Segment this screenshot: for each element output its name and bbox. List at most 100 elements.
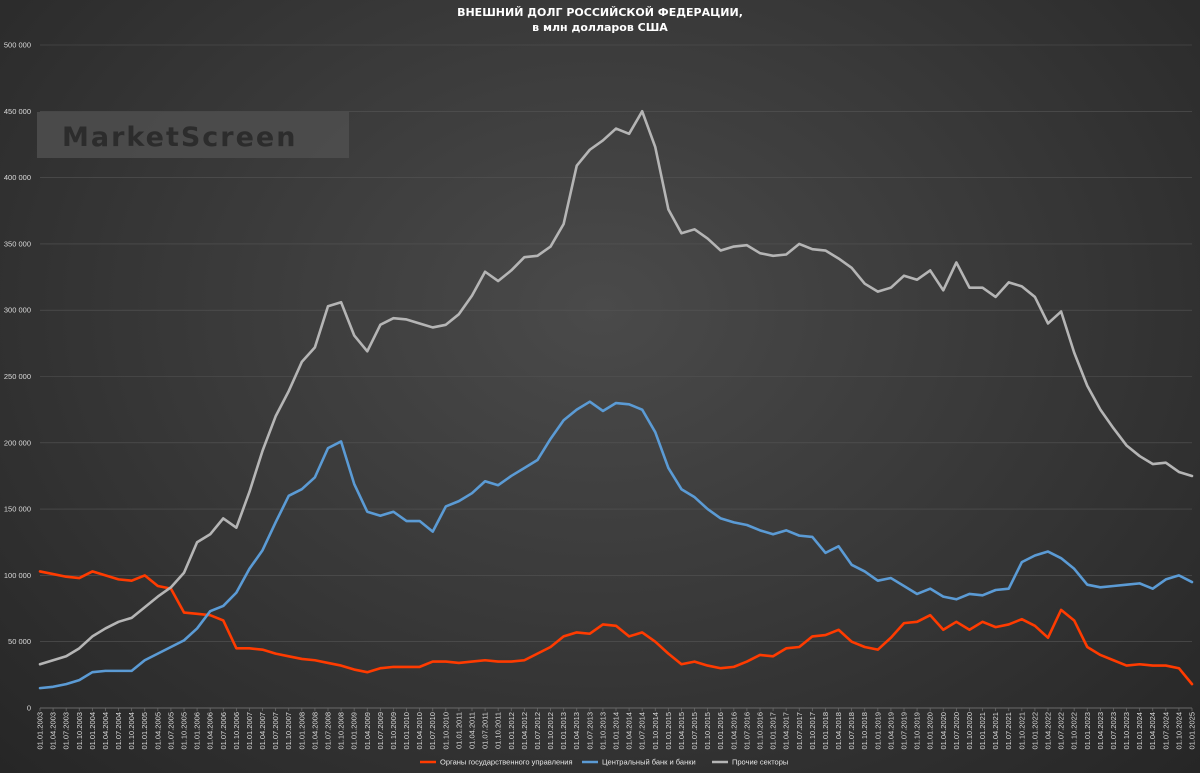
x-tick-label: 01.04.2020 — [939, 712, 948, 750]
x-tick-label: 01.04.2011 — [468, 712, 477, 749]
x-tick-label: 01.07.2012 — [533, 712, 542, 750]
x-tick-label: 01.04.2014 — [625, 712, 634, 750]
x-tick-label: 01.04.2003 — [49, 712, 58, 750]
x-tick-label: 01.01.2018 — [821, 712, 830, 750]
x-tick-label: 01.07.2016 — [742, 712, 751, 750]
x-tick-label: 01.07.2018 — [847, 712, 856, 750]
y-tick-label: 400 000 — [4, 173, 31, 182]
x-tick-label: 01.10.2007 — [284, 712, 293, 750]
x-tick-label: 01.10.2024 — [1174, 712, 1183, 750]
x-tick-label: 01.07.2014 — [638, 712, 647, 750]
x-tick-label: 01.01.2025 — [1188, 712, 1197, 750]
x-tick-label: 01.01.2010 — [402, 712, 411, 750]
x-tick-label: 01.10.2004 — [127, 712, 136, 750]
y-tick-label: 250 000 — [4, 372, 31, 381]
x-tick-label: 01.04.2018 — [834, 712, 843, 750]
y-tick-label: 0 — [27, 704, 31, 713]
y-tick-label: 350 000 — [4, 239, 31, 248]
x-tick-label: 01.10.2006 — [232, 712, 241, 750]
y-tick-label: 300 000 — [4, 306, 31, 315]
x-tick-label: 01.01.2020 — [926, 712, 935, 750]
x-tick-label: 01.04.2019 — [886, 712, 895, 750]
x-tick-label: 01.10.2010 — [441, 712, 450, 750]
x-tick-label: 01.01.2011 — [454, 712, 463, 749]
x-tick-label: 01.01.2016 — [716, 712, 725, 750]
x-tick-label: 01.07.2022 — [1057, 712, 1066, 750]
x-tick-label: 01.10.2018 — [860, 712, 869, 750]
x-tick-label: 01.10.2020 — [965, 712, 974, 750]
x-tick-label: 01.10.2015 — [703, 712, 712, 750]
x-tick-label: 01.04.2022 — [1044, 712, 1053, 750]
y-axis-ticks: 0 50 000 100 000 150 000 200 000 250 000 300 0… — [4, 41, 31, 713]
x-tick-label: 01.10.2023 — [1122, 712, 1131, 750]
x-tick-label: 01.10.2011 — [494, 712, 503, 749]
x-tick-label: 01.07.2007 — [271, 712, 280, 750]
x-tick-label: 01.10.2019 — [913, 712, 922, 750]
x-tick-label: 01.07.2020 — [952, 712, 961, 750]
x-tick-label: 01.07.2003 — [62, 712, 71, 750]
x-tick-label: 01.01.2006 — [193, 712, 202, 750]
x-tick-label: 01.07.2015 — [690, 712, 699, 750]
y-tick-label: 200 000 — [4, 438, 31, 447]
x-tick-label: 01.07.2004 — [114, 712, 123, 750]
watermark: MarketScreen — [37, 112, 349, 158]
x-tick-label: 01.10.2005 — [180, 712, 189, 750]
x-tick-label: 01.07.2006 — [219, 712, 228, 750]
x-tick-label: 01.07.2013 — [585, 712, 594, 750]
legend-entry-label: Органы государственного управления — [440, 758, 573, 767]
legend-entry-label: Центральный банк и банки — [602, 758, 696, 767]
y-tick-label: 500 000 — [4, 41, 31, 50]
x-tick-label: 01.07.2010 — [428, 712, 437, 750]
series-line-3 — [38, 110, 1194, 666]
x-tick-label: 01.04.2007 — [258, 712, 267, 750]
series-lines — [38, 110, 1194, 690]
x-tick-label: 01.10.2021 — [1017, 712, 1026, 750]
x-tick-label: 01.07.2009 — [376, 712, 385, 750]
chart-title: ВНЕШНИЙ ДОЛГ РОССИЙСКОЙ ФЕДЕРАЦИИ, — [457, 6, 743, 19]
x-tick-label: 01.07.2008 — [324, 712, 333, 750]
x-axis-ticks: 01.01.2003 01.04.2003 01.07.2003 01.10.2003… — [36, 708, 1197, 750]
x-tick-label: 01.01.2007 — [245, 712, 254, 750]
x-tick-label: 01.01.2021 — [978, 712, 987, 750]
x-tick-label: 01.01.2013 — [559, 712, 568, 750]
x-tick-label: 01.07.2019 — [900, 712, 909, 750]
series-line-2 — [38, 400, 1194, 690]
x-tick-label: 01.01.2023 — [1083, 712, 1092, 750]
x-tick-label: 01.07.2023 — [1109, 712, 1118, 750]
x-tick-label: 01.04.2010 — [415, 712, 424, 750]
x-tick-label: 01.04.2017 — [782, 712, 791, 750]
x-tick-label: 01.07.2024 — [1161, 712, 1170, 750]
y-tick-label: 100 000 — [4, 571, 31, 580]
x-tick-label: 01.07.2005 — [166, 712, 175, 750]
x-tick-label: 01.10.2009 — [389, 712, 398, 750]
y-tick-label: 450 000 — [4, 107, 31, 116]
x-tick-label: 01.07.2011 — [481, 712, 490, 749]
x-tick-label: 01.01.2017 — [769, 712, 778, 750]
x-tick-label: 01.10.2012 — [546, 712, 555, 750]
x-tick-label: 01.10.2017 — [808, 712, 817, 750]
x-tick-label: 01.10.2003 — [75, 712, 84, 750]
x-tick-label: 01.01.2003 — [36, 712, 45, 750]
x-tick-label: 01.04.2013 — [572, 712, 581, 750]
x-tick-label: 01.10.2013 — [598, 712, 607, 750]
x-tick-label: 01.04.2023 — [1096, 712, 1105, 750]
x-tick-label: 01.10.2008 — [337, 712, 346, 750]
x-tick-label: 01.04.2004 — [101, 712, 110, 750]
x-tick-label: 01.07.2017 — [795, 712, 804, 750]
x-tick-label: 01.07.2021 — [1004, 712, 1013, 750]
x-tick-label: 01.04.2008 — [310, 712, 319, 750]
x-tick-label: 01.04.2016 — [729, 712, 738, 750]
x-tick-label: 01.10.2016 — [756, 712, 765, 750]
x-tick-label: 01.10.2022 — [1070, 712, 1079, 750]
y-tick-label: 150 000 — [4, 505, 31, 514]
x-tick-label: 01.01.2004 — [88, 712, 97, 750]
watermark-text: MarketScreen — [62, 122, 297, 153]
y-tick-label: 50 000 — [8, 637, 31, 646]
x-tick-label: 01.01.2015 — [664, 712, 673, 750]
x-tick-label: 01.01.2014 — [612, 712, 621, 750]
x-tick-label: 01.01.2005 — [140, 712, 149, 750]
legend-entry-label: Прочие секторы — [732, 758, 788, 767]
x-tick-label: 01.01.2012 — [507, 712, 516, 750]
x-tick-label: 01.04.2006 — [206, 712, 215, 750]
